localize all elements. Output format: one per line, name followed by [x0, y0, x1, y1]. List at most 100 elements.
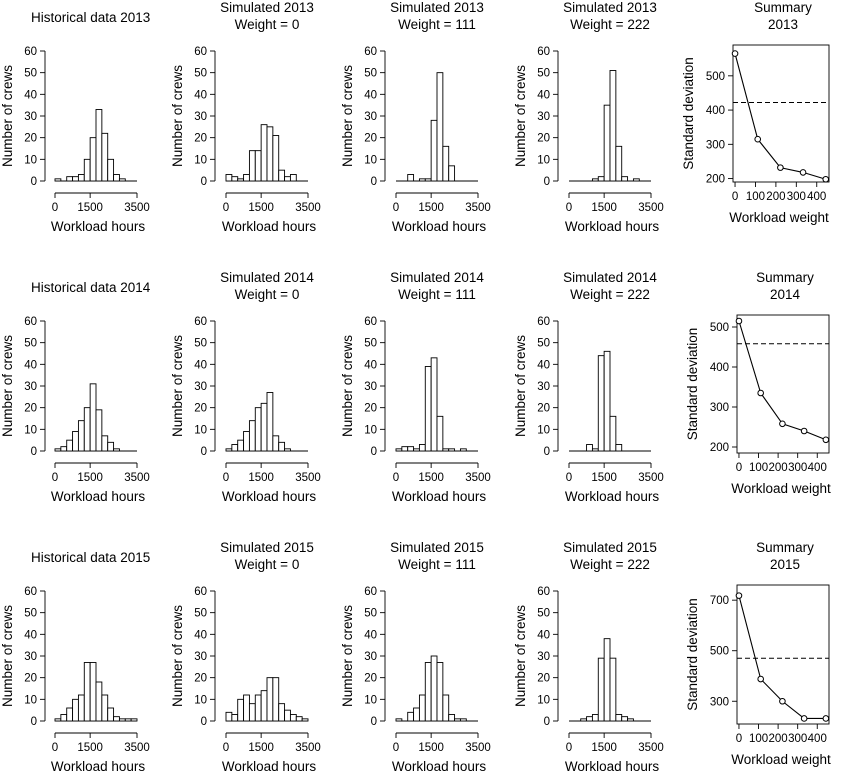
chart-hist2015: Historical data 2015 0 10 20 30 40 50 60 Number …	[0, 550, 150, 774]
histogram-bar	[454, 718, 461, 722]
y-tick-label: 60	[364, 586, 377, 598]
histogram-bar	[278, 703, 286, 722]
histogram-bar	[442, 694, 450, 722]
histogram-bar	[254, 694, 262, 722]
y-tick-label: 10	[194, 694, 207, 706]
x-tick-label: 100	[749, 462, 768, 474]
histogram-bar	[436, 662, 444, 722]
x-tick-label: 300	[788, 733, 807, 745]
y-axis-title: Standard deviation	[685, 328, 700, 441]
histogram-bar	[424, 662, 432, 722]
x-tick-label: 1500	[77, 472, 103, 484]
histogram-bar	[248, 420, 256, 452]
histogram-bar	[89, 662, 97, 722]
histogram-bar	[248, 703, 256, 722]
x-tick-label: 3500	[124, 472, 150, 484]
panel-title: Summary	[756, 540, 814, 555]
y-tick-label: 60	[537, 586, 550, 598]
x-tick-label: 0	[52, 742, 58, 754]
sd-point	[822, 436, 830, 444]
y-tick-label: 0	[31, 716, 37, 728]
x-axis-title: Workload weight	[731, 752, 831, 767]
y-tick-label: 0	[544, 176, 550, 188]
panel-title: Simulated 2013	[563, 0, 657, 15]
histogram-bar	[60, 714, 68, 722]
x-tick-label: 300	[788, 462, 807, 474]
x-tick-label: 1500	[591, 742, 617, 754]
histogram-bar	[413, 707, 420, 722]
x-tick-label: 1500	[248, 742, 274, 754]
y-axis-title: Number of crews	[340, 605, 355, 707]
sd-point	[735, 592, 743, 599]
panel-title: Simulated 2013	[390, 0, 484, 15]
histogram-bar	[632, 178, 640, 182]
histogram-bar	[627, 718, 634, 722]
histogram-bar	[591, 448, 599, 452]
panel-title: Historical data 2013	[31, 10, 150, 25]
sd-point	[800, 427, 808, 435]
histogram-bar	[107, 158, 115, 182]
histogram-bar	[72, 176, 79, 182]
x-tick-label: 0	[736, 733, 742, 745]
x-axis-title: Workload weight	[729, 210, 829, 225]
x-tick-label: 0	[393, 202, 399, 214]
x-axis-title: Workload weight	[731, 481, 831, 496]
y-tick-label: 0	[371, 176, 377, 188]
histogram-bar	[83, 158, 91, 182]
y-tick-label: 200	[706, 174, 725, 186]
y-tick-label: 30	[364, 651, 377, 663]
histogram-bar	[395, 718, 403, 722]
x-tick-label: 300	[787, 191, 806, 203]
sd-point	[822, 715, 830, 722]
y-tick-label: 0	[31, 176, 37, 188]
panel-title: Simulated 2014	[390, 270, 484, 285]
y-tick-label: 10	[537, 154, 550, 166]
histogram-bar	[295, 716, 303, 722]
y-axis-title: Number of crews	[340, 335, 355, 437]
histogram-bar	[231, 714, 239, 722]
y-tick-label: 20	[24, 673, 37, 685]
histogram-bar	[89, 137, 97, 182]
y-tick-label: 50	[364, 608, 377, 620]
histogram-bar	[603, 638, 611, 722]
histogram-bar	[278, 441, 286, 452]
y-tick-label: 30	[24, 651, 37, 663]
histogram-bar	[591, 178, 599, 182]
y-tick-label: 10	[194, 154, 207, 166]
histogram-bar	[609, 415, 617, 452]
chart-sim2013w111: Simulated 2013 Weight = 111 0 10 20 30 40 50 60 N…	[340, 0, 491, 234]
y-tick-label: 40	[364, 89, 377, 101]
histogram-bar	[113, 448, 120, 452]
x-tick-label: 3500	[465, 472, 491, 484]
panel-title: Summary	[756, 270, 814, 285]
histogram-bar	[448, 714, 456, 722]
x-tick-label: 3500	[295, 202, 321, 214]
histogram-bar	[254, 150, 262, 182]
x-axis-title: Workload hours	[392, 759, 487, 774]
panel-title: Simulated 2013	[220, 0, 314, 15]
y-tick-label: 50	[537, 68, 550, 80]
x-tick-label: 400	[807, 191, 826, 203]
y-tick-label: 50	[24, 608, 37, 620]
panel-subtitle: 2014	[770, 287, 801, 302]
y-axis-title: Number of crews	[0, 335, 15, 437]
sd-point	[757, 389, 764, 397]
histogram-bar	[591, 714, 599, 722]
histogram-bar	[436, 72, 444, 182]
histogram-bar	[118, 178, 126, 182]
y-tick-label: 10	[364, 424, 377, 436]
y-tick-label: 0	[201, 446, 207, 458]
y-axis-title: Number of crews	[0, 605, 15, 707]
y-tick-label: 40	[537, 359, 550, 371]
y-tick-label: 20	[24, 403, 37, 415]
histogram-bar	[260, 124, 268, 182]
y-tick-label: 60	[24, 46, 37, 58]
histogram-bar	[597, 355, 605, 452]
x-axis-title: Workload hours	[222, 219, 317, 234]
y-tick-label: 0	[371, 716, 377, 728]
histogram-bar	[401, 446, 409, 452]
histogram-bar	[266, 126, 274, 182]
y-tick-label: 0	[544, 716, 550, 728]
y-tick-label: 400	[706, 105, 725, 117]
histogram-bar	[231, 176, 239, 182]
